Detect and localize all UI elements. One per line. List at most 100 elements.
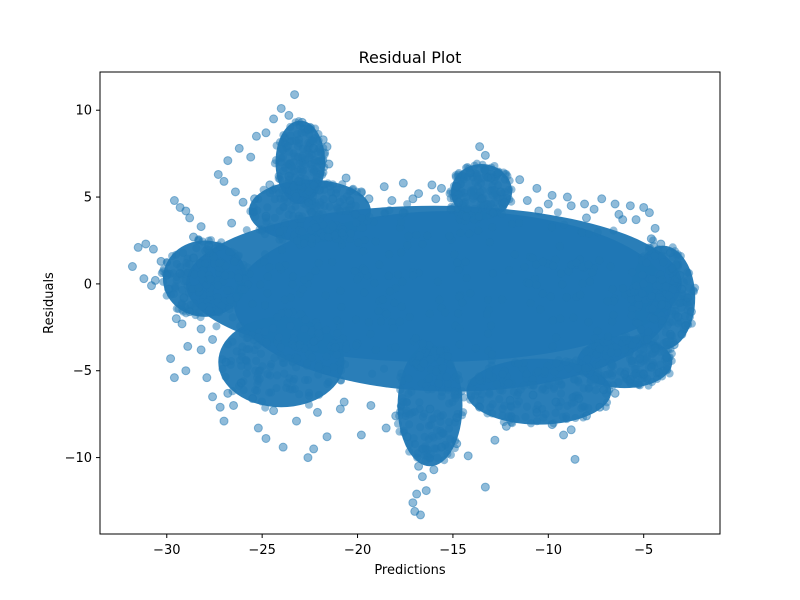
scatter-point [665,291,674,300]
scatter-point [488,208,498,218]
scatter-point [310,343,319,352]
scatter-point [503,172,512,181]
scatter-point [278,442,288,452]
scatter-point [298,168,307,177]
scatter-point [529,380,538,389]
scatter-point [292,363,301,372]
scatter-point [509,387,518,396]
scatter-point [174,305,183,314]
scatter-point [470,204,479,213]
scatter-point [475,212,484,221]
scatter-point [263,203,272,212]
scatter-point [337,376,346,385]
scatter-point [215,402,225,412]
scatter-point [548,342,557,351]
scatter-point [352,315,361,324]
scatter-point [257,349,266,358]
scatter-point [532,407,542,417]
scatter-point [391,343,400,352]
scatter-point [322,432,332,442]
scatter-point [547,223,556,232]
scatter-point [263,370,272,379]
scatter-point [504,379,513,388]
scatter-point [408,271,417,280]
scatter-point [169,373,179,383]
scatter-point [644,246,653,255]
scatter-point [654,367,664,377]
scatter-point [578,262,587,271]
scatter-point [631,335,640,344]
scatter-point [446,450,455,459]
scatter-point [673,292,682,301]
scatter-point [202,373,212,383]
scatter-point [570,454,580,464]
scatter-point [214,307,223,316]
scatter-point [311,223,320,232]
scatter-point [638,289,647,298]
scatter-point [483,295,492,304]
scatter-point [314,362,323,371]
scatter-point [261,211,271,221]
scatter-point [339,397,349,407]
scatter-point [295,390,304,399]
x-axis: −30 −25 −20 −15 −10 −5 [153,534,653,558]
scatter-point [521,412,530,421]
scatter-point [226,295,235,304]
scatter-point [389,324,398,333]
scatter-point [255,374,264,383]
scatter-point [501,421,511,431]
scatter-point [644,208,654,218]
scatter-point [487,321,496,330]
scatter-point [607,360,616,369]
scatter-point [405,420,414,429]
scatter-point [475,142,485,152]
scatter-point [538,385,547,394]
scatter-point [335,404,345,414]
scatter-point [273,312,282,321]
scatter-point [272,384,281,393]
scatter-point [434,379,443,388]
scatter-point [360,235,369,244]
scatter-point [297,214,306,223]
scatter-point [147,281,157,291]
scatter-point [206,275,215,284]
scatter-point [608,317,617,326]
scatter-point [423,231,432,240]
scatter-point [307,208,317,218]
scatter-point [584,318,593,327]
scatter-point [425,404,435,414]
scatter-point [415,351,424,360]
scatter-point [595,344,604,353]
scatter-point [438,411,447,420]
scatter-point [424,421,433,430]
scatter-point [252,356,261,365]
scatter-point [364,318,373,327]
scatter-point [547,420,557,430]
scatter-point [564,364,573,373]
scatter-point [581,363,590,372]
scatter-point [627,311,636,320]
scatter-point [298,227,307,236]
scatter-point [613,348,622,357]
scatter-point [314,130,323,139]
scatter-point [649,314,658,323]
scatter-point [657,300,666,309]
scatter-point [403,200,412,209]
scatter-point [604,332,613,341]
scatter-point [581,347,590,356]
scatter-point [181,276,190,285]
scatter-point [430,444,439,453]
scatter-point [444,385,453,394]
scatter-point [418,339,427,348]
scatter-point [397,302,406,311]
scatter-point [298,285,307,294]
scatter-point [438,364,447,373]
scatter-point [208,334,218,344]
scatter-point [570,375,579,384]
scatter-point [308,234,317,243]
scatter-point [172,259,181,268]
scatter-point [639,369,649,379]
scatter-point [228,337,237,346]
scatter-point [217,238,226,247]
scatter-point [148,244,158,254]
